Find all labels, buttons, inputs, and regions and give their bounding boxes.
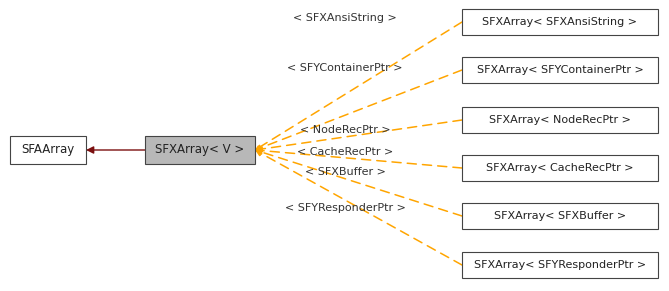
- Text: SFXArray< NodeRecPtr >: SFXArray< NodeRecPtr >: [489, 115, 631, 125]
- Text: SFAArray: SFAArray: [21, 143, 75, 157]
- FancyBboxPatch shape: [462, 9, 658, 35]
- Text: < NodeRecPtr >: < NodeRecPtr >: [300, 125, 390, 135]
- FancyBboxPatch shape: [462, 203, 658, 229]
- Text: SFXArray< SFYResponderPtr >: SFXArray< SFYResponderPtr >: [474, 260, 646, 270]
- FancyBboxPatch shape: [462, 57, 658, 83]
- Text: SFXArray< CacheRecPtr >: SFXArray< CacheRecPtr >: [486, 163, 634, 173]
- FancyBboxPatch shape: [462, 155, 658, 181]
- Text: < CacheRecPtr >: < CacheRecPtr >: [297, 147, 393, 157]
- Text: SFXArray< SFXBuffer >: SFXArray< SFXBuffer >: [494, 211, 626, 221]
- FancyBboxPatch shape: [10, 136, 86, 164]
- Text: < SFYContainerPtr >: < SFYContainerPtr >: [287, 63, 403, 73]
- Text: < SFYResponderPtr >: < SFYResponderPtr >: [284, 203, 405, 213]
- Text: < SFXBuffer >: < SFXBuffer >: [304, 167, 385, 177]
- FancyBboxPatch shape: [462, 107, 658, 133]
- Text: SFXArray< SFYContainerPtr >: SFXArray< SFYContainerPtr >: [476, 65, 644, 75]
- FancyBboxPatch shape: [145, 136, 255, 164]
- FancyBboxPatch shape: [462, 252, 658, 278]
- Text: SFXArray< SFXAnsiString >: SFXArray< SFXAnsiString >: [482, 17, 638, 27]
- Text: SFXArray< V >: SFXArray< V >: [155, 143, 245, 157]
- Text: < SFXAnsiString >: < SFXAnsiString >: [293, 13, 397, 23]
